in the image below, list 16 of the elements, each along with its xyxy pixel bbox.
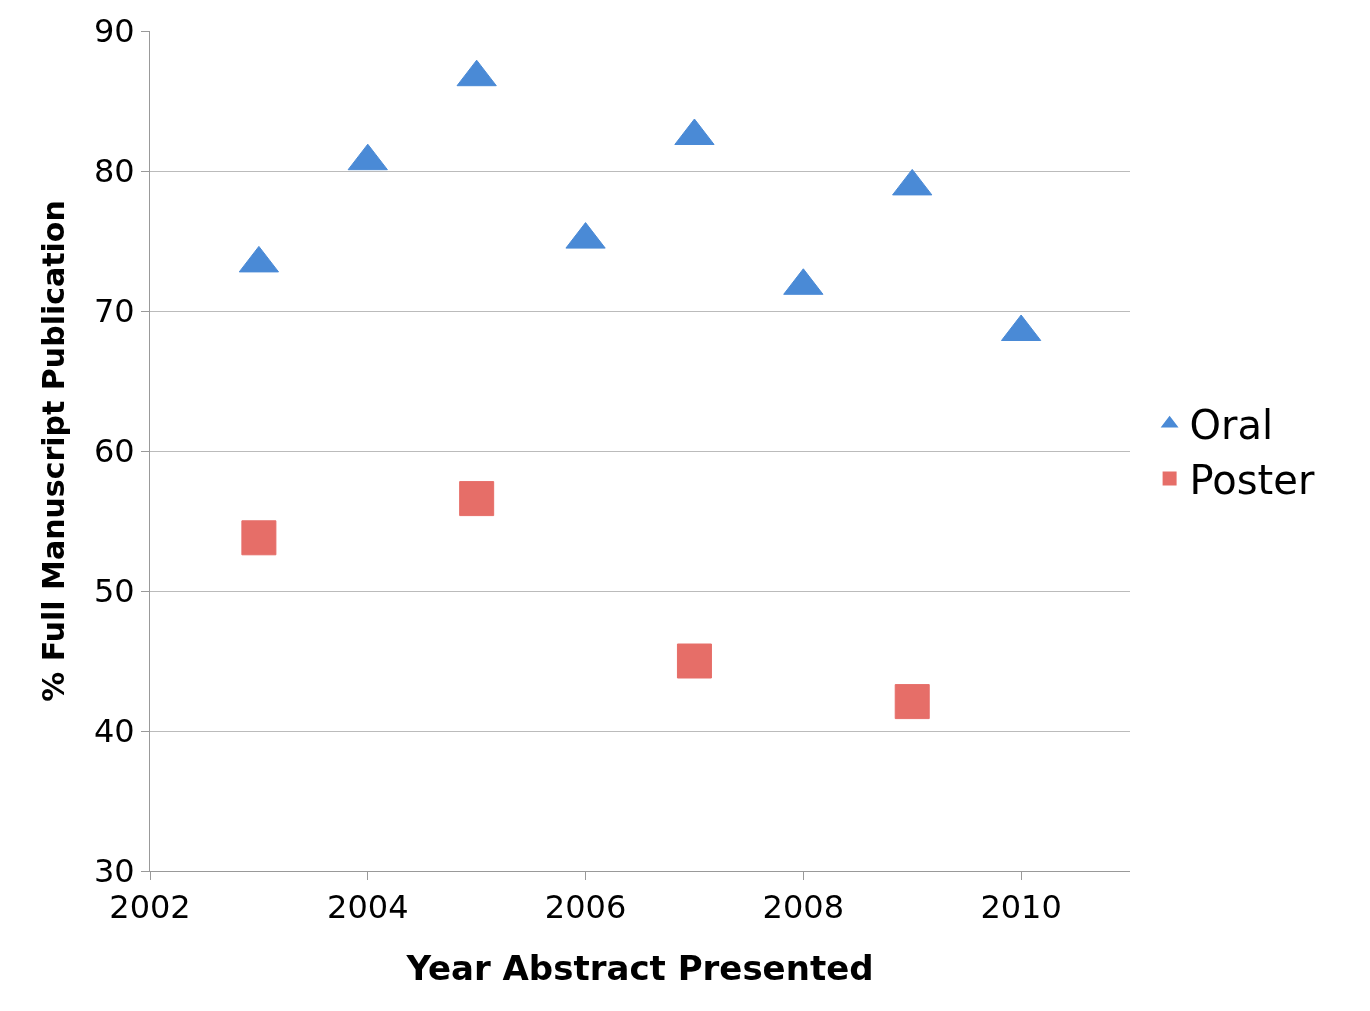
y-axis-title: % Full Manuscript Publication xyxy=(35,200,71,702)
y-tick-label: 30 xyxy=(93,852,135,891)
x-tick-label: 2004 xyxy=(327,888,409,927)
x-tick-label: 2006 xyxy=(544,888,627,927)
y-tick-label: 50 xyxy=(93,572,135,611)
y-tick-label: 60 xyxy=(93,432,135,471)
y-tick-label: 80 xyxy=(93,152,135,191)
y-tick-label: 40 xyxy=(93,712,135,751)
x-tick-label: 2008 xyxy=(762,888,845,927)
legend-label: Poster xyxy=(1189,457,1315,504)
y-tick-label: 90 xyxy=(93,12,135,51)
x-tick-label: 2010 xyxy=(980,888,1062,927)
x-axis-title: Year Abstract Presented xyxy=(405,947,874,988)
y-tick-label: 70 xyxy=(93,292,135,331)
legend-label: Oral xyxy=(1189,402,1274,449)
x-tick-label: 2002 xyxy=(109,888,191,927)
